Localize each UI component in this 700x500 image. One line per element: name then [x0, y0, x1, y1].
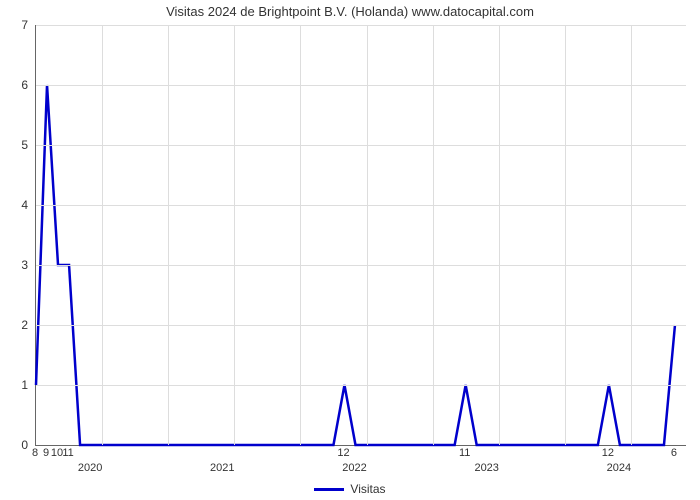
xtick-label: 8	[32, 447, 38, 459]
legend-swatch	[314, 488, 344, 491]
gridline-h	[36, 265, 686, 266]
xtick-label: 10	[51, 447, 63, 459]
gridline-v	[168, 25, 169, 445]
gridline-h	[36, 205, 686, 206]
gridline-h	[36, 145, 686, 146]
legend-label: Visitas	[350, 482, 385, 496]
ytick-label: 3	[21, 258, 28, 272]
xtick-label: 9	[43, 447, 49, 459]
gridline-v	[565, 25, 566, 445]
xtick-year-label: 2021	[210, 462, 234, 474]
gridline-v	[367, 25, 368, 445]
xtick-label: 11	[459, 447, 470, 459]
xtick-label: 12	[337, 447, 349, 459]
legend: Visitas	[0, 482, 700, 496]
xtick-year-label: 2024	[607, 462, 631, 474]
ytick-label: 4	[21, 198, 28, 212]
xtick-label: 12	[602, 447, 614, 459]
chart-title: Visitas 2024 de Brightpoint B.V. (Holand…	[0, 4, 700, 19]
ytick-label: 1	[21, 378, 28, 392]
gridline-h	[36, 385, 686, 386]
ytick-label: 7	[21, 18, 28, 32]
plot-area	[35, 25, 686, 446]
gridline-h	[36, 25, 686, 26]
visits-line-chart: Visitas 2024 de Brightpoint B.V. (Holand…	[0, 0, 700, 500]
ytick-label: 0	[21, 438, 28, 452]
xtick-label: 11	[62, 447, 73, 459]
ytick-label: 5	[21, 138, 28, 152]
ytick-label: 6	[21, 78, 28, 92]
line-series	[36, 25, 686, 445]
xtick-year-label: 2022	[342, 462, 366, 474]
gridline-v	[102, 25, 103, 445]
gridline-v	[300, 25, 301, 445]
gridline-v	[433, 25, 434, 445]
ytick-label: 2	[21, 318, 28, 332]
xtick-year-label: 2023	[474, 462, 498, 474]
xtick-year-label: 2020	[78, 462, 102, 474]
gridline-h	[36, 325, 686, 326]
gridline-v	[234, 25, 235, 445]
gridline-h	[36, 85, 686, 86]
gridline-v	[499, 25, 500, 445]
gridline-v	[631, 25, 632, 445]
xtick-label: 6	[671, 447, 677, 459]
